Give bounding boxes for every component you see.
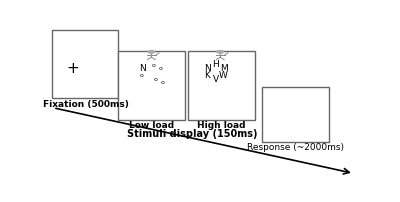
Circle shape xyxy=(217,51,224,54)
Text: o: o xyxy=(160,79,164,84)
Text: K: K xyxy=(204,71,210,80)
Text: High load: High load xyxy=(197,120,245,129)
Text: Low load: Low load xyxy=(129,120,174,129)
Text: M: M xyxy=(220,63,228,72)
Bar xyxy=(118,52,185,121)
Text: +: + xyxy=(66,60,79,75)
Text: o: o xyxy=(159,65,163,70)
Bar xyxy=(262,88,329,142)
Text: Stimuli display (150ms): Stimuli display (150ms) xyxy=(127,128,258,138)
Text: o: o xyxy=(154,76,157,81)
Text: V: V xyxy=(212,75,219,84)
Circle shape xyxy=(148,51,155,54)
Text: N: N xyxy=(204,63,211,72)
Bar xyxy=(52,31,118,99)
Text: Response (~2000ms): Response (~2000ms) xyxy=(247,142,344,151)
Text: Fixation (500ms): Fixation (500ms) xyxy=(43,99,128,108)
Text: H: H xyxy=(212,59,219,68)
Bar xyxy=(188,52,254,121)
Text: o: o xyxy=(151,62,155,67)
Text: N: N xyxy=(139,63,146,72)
Text: W: W xyxy=(219,71,228,80)
Text: o: o xyxy=(140,73,143,78)
